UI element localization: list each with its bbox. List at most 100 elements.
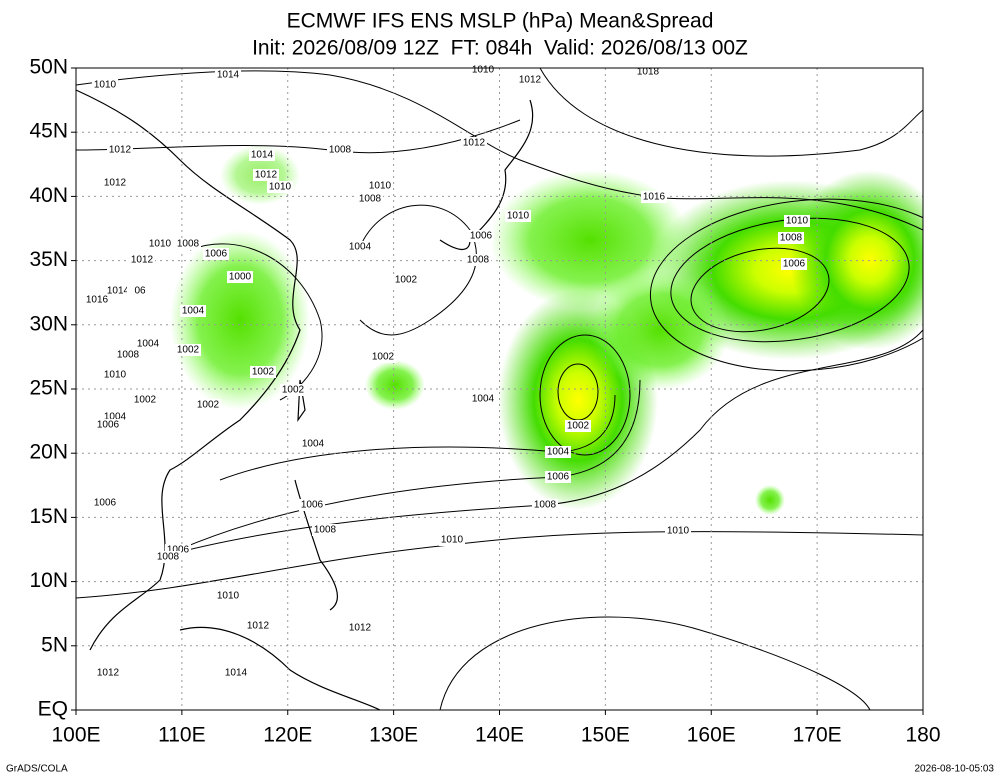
contour-label-text: 1014 <box>225 668 248 679</box>
isobar <box>159 329 923 558</box>
contour-label-bg <box>147 238 173 250</box>
contour-label-bg <box>545 446 571 458</box>
spread-blob <box>170 230 310 410</box>
contour-label-bg <box>223 667 249 679</box>
contour-label-bg <box>105 285 131 297</box>
contour-label-bg <box>532 499 558 511</box>
y-tick-label: 10N <box>29 569 68 592</box>
contour-label: 1012 <box>107 144 133 156</box>
contour-label: 1012 <box>253 169 279 181</box>
contour-label-bg <box>439 534 465 546</box>
contour-label: 1006 <box>92 497 118 509</box>
x-tick-label: 130E <box>369 724 418 747</box>
contour-label: 1010 <box>102 369 128 381</box>
contour-label-bg <box>250 366 276 378</box>
footer-left: GrADS/COLA <box>6 764 68 775</box>
contour-label-bg <box>129 254 155 266</box>
isobar <box>690 247 830 333</box>
contour-label-bg <box>195 399 221 411</box>
x-tick-label: 150E <box>581 724 630 747</box>
y-tick-label: 50N <box>29 56 68 79</box>
contour-label-text: 1016 <box>643 192 666 203</box>
contour-label: 1004 <box>180 305 206 317</box>
contour-label-text: 1008 <box>314 525 337 536</box>
contour-label-text: 1004 <box>302 439 325 450</box>
contour-label-text: 1006 <box>205 249 228 260</box>
contour-label: 1008 <box>778 232 804 244</box>
isobar <box>439 616 871 710</box>
contour-label: 1012 <box>245 620 271 632</box>
contour-label: 1010 <box>367 180 393 192</box>
contour-label-text: 1012 <box>131 255 154 266</box>
contour-label-text: 1004 <box>547 447 570 458</box>
contour-label: 1012 <box>129 254 155 266</box>
contour-label: 1008 <box>312 524 338 536</box>
contour-label-text: 1006 <box>783 259 806 270</box>
x-tick-label: 110E <box>158 724 206 747</box>
contour-label-bg <box>175 238 201 250</box>
contour-label-bg <box>127 285 153 297</box>
y-tick-label: 5N <box>41 633 68 656</box>
contour-label: 1010 <box>505 210 531 222</box>
contour-label-text: 1010 <box>104 370 127 381</box>
contour-label-text: 1008 <box>177 239 200 250</box>
contour-label: 1002 <box>370 351 396 363</box>
contour-label-text: 1002 <box>197 400 220 411</box>
contour-label: 1018 <box>635 66 661 78</box>
contour-label-bg <box>327 144 353 156</box>
contour-label-text: 1006 <box>470 231 493 242</box>
contour-label-bg <box>227 271 253 283</box>
spread-blob <box>365 360 425 410</box>
contour-label-text: 1012 <box>109 145 132 156</box>
contour-label-text: 1010 <box>94 80 117 91</box>
contour-label-bg <box>357 193 383 205</box>
contour-label: 1006 <box>781 258 807 270</box>
contour-label-text: 1002 <box>567 421 590 432</box>
isobar <box>670 217 910 343</box>
contour-label-text: 1006 <box>94 498 117 509</box>
contour-label-bg <box>253 169 279 181</box>
contour-label-text: 1004 <box>349 242 372 253</box>
contour-label: 1010 <box>215 590 241 602</box>
x-tick-label: 170E <box>793 724 842 747</box>
contour-label-text: 1012 <box>349 623 372 634</box>
spread-blob <box>755 485 785 515</box>
contour-label-text: 1016 <box>86 295 109 306</box>
contour-label-text: 1014 <box>251 150 274 161</box>
contour-label: 1010 <box>439 534 465 546</box>
contour-label-bg <box>102 177 128 189</box>
contour-label-text: 1012 <box>97 668 120 679</box>
contour-label-text: 1000 <box>229 272 252 283</box>
y-tick-label: 25N <box>29 377 68 400</box>
y-tick-label: 20N <box>29 441 68 464</box>
contour-label: 1014 <box>249 149 275 161</box>
contour-label-text: 1002 <box>177 345 200 356</box>
contour-label-bg <box>92 497 118 509</box>
contour-label-bg <box>132 394 158 406</box>
contour-label-bg <box>267 181 293 193</box>
contour-label: 1004 <box>470 393 496 405</box>
contour-label-bg <box>245 620 271 632</box>
isobar <box>76 531 923 599</box>
contour-label-bg <box>92 79 118 91</box>
contour-label: 1010 <box>665 525 691 537</box>
contour-label: 1006 <box>545 471 571 483</box>
contour-label-bg <box>155 551 181 563</box>
contour-label-text: 1008 <box>359 194 382 205</box>
contour-label-text: 1012 <box>463 138 486 149</box>
contour-label-bg <box>102 369 128 381</box>
y-tick-label: 30N <box>29 312 68 335</box>
isobar <box>539 68 923 157</box>
contour-label: 1008 <box>115 349 141 361</box>
contour-label-bg <box>203 248 229 260</box>
contour-label: 1008 <box>327 144 353 156</box>
contour-label: 1006 <box>468 230 494 242</box>
contour-label-bg <box>175 344 201 356</box>
contour-label-bg <box>465 254 491 266</box>
contour-label-bg <box>635 66 661 78</box>
contour-label: 1004 <box>135 338 161 350</box>
contour-label-bg <box>135 338 161 350</box>
grid <box>76 68 923 710</box>
contour-label-bg <box>115 349 141 361</box>
